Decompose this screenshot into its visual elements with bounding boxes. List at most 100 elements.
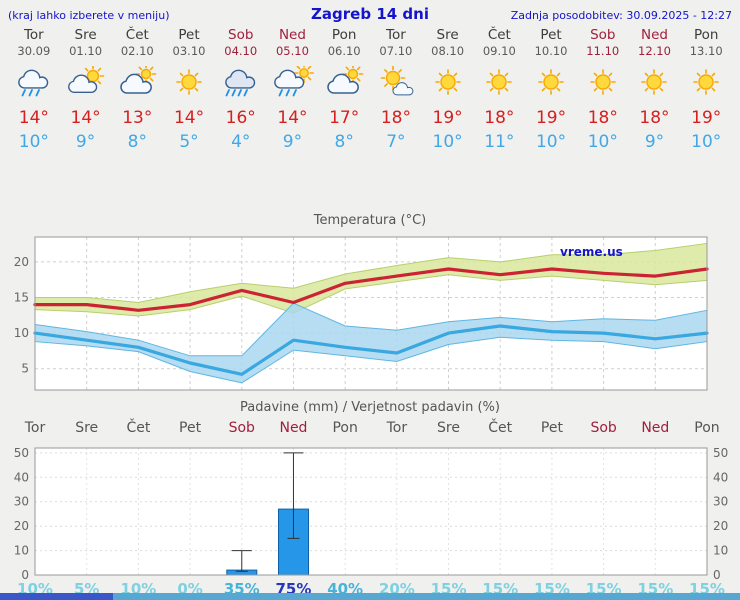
watermark: vreme.us <box>560 245 623 259</box>
day-column: Čet 02.10 13° 8° <box>111 27 163 154</box>
day-date: 07.10 <box>379 43 413 58</box>
day-name: Čet <box>487 27 511 43</box>
precip-y-tick-right: 20 <box>713 519 728 533</box>
sunny-icon <box>632 66 676 98</box>
temp-y-tick: 10 <box>14 326 29 340</box>
mostly-cloudy-icon <box>115 63 159 98</box>
temperature-chart: 5 10 15 20 vreme.us <box>14 236 709 391</box>
day-date: 08.10 <box>431 43 465 58</box>
day-date: 11.10 <box>586 43 620 58</box>
day-high-temp: 19° <box>535 107 567 128</box>
day-high-temp: 14° <box>277 107 308 128</box>
day-high-temp: 18° <box>380 107 411 128</box>
day-low-temp: 8° <box>334 131 354 152</box>
precip-day-label: Pet <box>179 420 202 436</box>
sunny-icon <box>167 66 211 98</box>
precip-day-label: Tor <box>24 420 46 436</box>
day-high-temp: 18° <box>639 107 670 128</box>
day-name: Ned <box>640 27 668 43</box>
day-column: Čet 09.10 18° 11° <box>473 27 525 154</box>
precip-y-tick-left: 40 <box>14 470 29 484</box>
precip-y-tick-right: 30 <box>713 495 728 509</box>
day-column: Tor 07.10 18° 7° <box>370 27 422 154</box>
precip-day-label: Pon <box>332 420 357 436</box>
day-column: Ned 05.10 14° 9° <box>267 27 319 154</box>
precip-y-tick-left: 30 <box>14 495 29 509</box>
day-low-temp: 4° <box>231 131 251 152</box>
day-column: Sob 11.10 18° 10° <box>577 27 629 154</box>
rain-icon <box>12 66 56 98</box>
day-low-temp: 5° <box>179 131 199 152</box>
temp-y-tick: 5 <box>21 362 29 376</box>
location-hint: (kraj lahko izberete v meniju) <box>8 9 170 22</box>
precip-y-tick-left: 10 <box>14 544 29 558</box>
day-low-temp: 10° <box>691 131 722 152</box>
day-column: Pon 13.10 19° 10° <box>680 27 732 154</box>
day-name: Sre <box>74 27 97 43</box>
day-high-temp: 16° <box>225 107 256 128</box>
precip-day-label: Sre <box>75 420 98 436</box>
day-name: Sob <box>590 27 616 43</box>
partly-cloudy-icon <box>64 64 108 98</box>
forecast-days-row: Tor 30.09 14° 10° Sre 01.10 14° 9° Čet 02.10 13° 8°… <box>8 27 732 154</box>
day-date: 05.10 <box>275 43 309 58</box>
t-max-line <box>33 267 709 312</box>
footer-strip-right <box>113 593 740 600</box>
day-high-temp: 18° <box>484 107 515 128</box>
partly-sunny-icon <box>374 65 418 98</box>
day-date: 12.10 <box>638 43 671 58</box>
precip-day-label: Ned <box>279 420 307 436</box>
day-date: 13.10 <box>689 43 723 58</box>
day-column: Sre 08.10 19° 10° <box>422 27 474 154</box>
day-date: 10.10 <box>534 43 568 58</box>
day-low-temp: 9° <box>644 131 665 152</box>
day-name: Pon <box>693 27 719 43</box>
temperature-chart-title: Temperatura (°C) <box>313 213 427 228</box>
day-low-temp: 10° <box>535 131 567 152</box>
day-date: 30.09 <box>17 43 51 58</box>
footer-strip <box>0 593 740 600</box>
day-column: Ned 12.10 18° 9° <box>629 27 681 154</box>
day-high-temp: 19° <box>691 107 722 128</box>
day-high-temp: 19° <box>432 107 463 128</box>
day-low-temp: 9° <box>75 131 96 152</box>
day-name: Ned <box>278 27 306 43</box>
day-low-temp: 10° <box>18 131 49 152</box>
day-low-temp: 9° <box>282 131 303 152</box>
precip-day-label: Pet <box>541 420 564 436</box>
day-date: 03.10 <box>172 43 206 58</box>
day-column: Pet 03.10 14° 5° <box>163 27 215 154</box>
day-name: Sob <box>228 27 254 43</box>
sunny-icon <box>684 66 728 98</box>
day-date: 04.10 <box>224 43 258 58</box>
day-date: 09.10 <box>482 43 516 58</box>
day-date: 02.10 <box>120 43 154 58</box>
day-high-temp: 18° <box>587 107 618 128</box>
precip-y-tick-right: 50 <box>713 446 728 460</box>
page-title: Zagreb 14 dni <box>311 5 429 23</box>
day-name: Tor <box>23 27 44 43</box>
temp-y-tick: 20 <box>14 255 29 269</box>
precip-y-tick-right: 40 <box>713 470 728 484</box>
day-name: Tor <box>386 27 406 43</box>
precip-y-tick-right: 10 <box>713 544 728 558</box>
day-name: Pon <box>331 27 357 43</box>
day-high-temp: 14° <box>173 107 205 128</box>
page-header: (kraj lahko izberete v meniju) Zagreb 14… <box>8 5 732 23</box>
mostly-cloudy-icon <box>322 63 366 98</box>
precip-plot-area <box>35 448 707 575</box>
t-min-line <box>33 324 709 376</box>
sunny-icon <box>529 66 573 98</box>
precip-y-tick-left: 0 <box>21 568 29 582</box>
precip-y-tick-left: 20 <box>14 519 29 533</box>
day-high-temp: 17° <box>329 107 360 128</box>
day-low-temp: 8° <box>127 131 147 152</box>
precipitation-chart: Tor Sre Čet Pet Sob Ned Pon Tor Sre Čet Pet Sob Ned P… <box>14 418 729 598</box>
day-name: Čet <box>125 27 149 43</box>
precip-day-label: Čet <box>488 418 512 436</box>
precip-day-label: Tor <box>386 420 408 436</box>
day-column: Sob 04.10 16° 4° <box>215 27 267 154</box>
day-high-temp: 14° <box>18 107 49 128</box>
precipitation-chart-title: Padavine (mm) / Verjetnost padavin (%) <box>240 400 500 415</box>
